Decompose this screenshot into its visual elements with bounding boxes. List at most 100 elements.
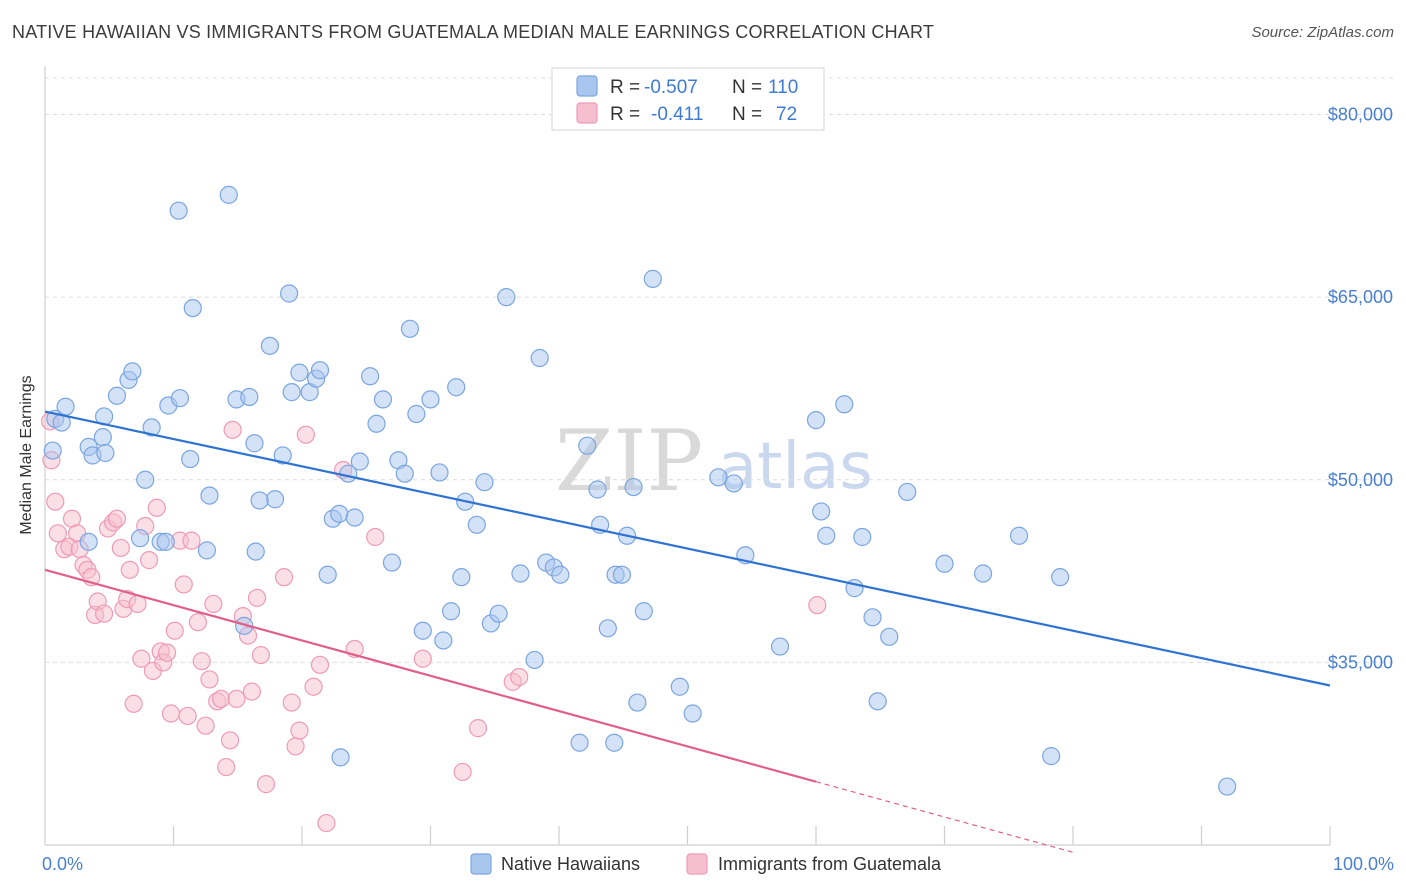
native-hawaiian-point (588, 480, 607, 499)
native-hawaiian-point (245, 434, 264, 453)
stats-r-label-blue: R = (610, 77, 640, 98)
native-hawaiian-point (250, 491, 269, 510)
legend-label-native-hawaiians: Native Hawaiians (501, 854, 640, 874)
guatemala-point (165, 621, 184, 640)
native-hawaiian-point (183, 299, 202, 318)
native-hawaiian-point (219, 185, 238, 204)
native-hawaiian-point (612, 565, 632, 584)
legend-swatch-native-hawaiians (470, 853, 492, 875)
guatemala-point (204, 594, 223, 614)
guatemala-point (124, 694, 143, 713)
guatemala-point (161, 704, 181, 723)
guatemala-point (178, 706, 197, 726)
native-hawaiian-point (170, 389, 190, 408)
native-hawaiian-point (605, 733, 624, 752)
guatemala-point (290, 721, 309, 740)
native-hawaiian-point (973, 564, 993, 583)
guatemala-point (304, 677, 323, 696)
native-hawaiian-point (467, 515, 486, 534)
guatemala-point (46, 492, 65, 511)
native-hawaiian-point (551, 565, 570, 584)
native-hawaiian-points (43, 185, 1237, 796)
guatemala-point (132, 649, 151, 668)
guatemala-point (413, 649, 432, 668)
native-hawaiian-point (817, 526, 836, 545)
native-hawaiian-point (624, 477, 643, 497)
native-hawaiian-point (169, 201, 188, 220)
native-hawaiian-point (79, 532, 98, 551)
native-hawaiian-point (578, 436, 597, 455)
native-hawaiian-point (373, 390, 393, 409)
native-hawaiian-point (200, 486, 219, 505)
native-hawaiian-point (1051, 568, 1070, 587)
watermark-atlas: atlas (718, 430, 873, 504)
native-hawaiian-point (570, 733, 589, 752)
native-hawaiian-point (475, 473, 494, 492)
stats-r-value-pink: -0.411 (651, 104, 703, 125)
x-tick-label-min: 0.0% (42, 854, 83, 874)
y-axis-label: Median Male Earnings (18, 375, 35, 534)
stats-r-value-blue: -0.507 (644, 77, 698, 98)
guatemala-point (296, 425, 315, 444)
native-hawaiian-point (407, 404, 426, 424)
native-hawaiian-point (156, 532, 175, 551)
native-hawaiian-point (136, 470, 155, 489)
guatemala-point (223, 420, 242, 439)
native-hawaiian-point (598, 619, 617, 638)
native-hawaiian-point (709, 468, 728, 487)
native-hawaiian-point (330, 504, 349, 523)
guatemala-point (317, 813, 336, 833)
native-hawaiian-point (130, 529, 150, 548)
native-hawaiian-point (1042, 747, 1061, 766)
native-hawaiian-point (1218, 777, 1237, 796)
guatemala-point (95, 604, 114, 623)
guatemala-point (251, 645, 270, 665)
series-legend: Native Hawaiians Immigrants from Guatema… (470, 853, 942, 875)
stats-n-label-blue: N = (732, 77, 762, 98)
native-hawaiian-point (868, 692, 887, 711)
watermark-zip: ZIP (555, 412, 703, 510)
guatemala-point (242, 682, 261, 701)
native-hawaiian-point (489, 604, 508, 623)
native-hawaiian-point (107, 386, 127, 405)
native-hawaiian-point (310, 361, 330, 380)
native-hawaiian-point (96, 443, 115, 463)
chart-source: Source: ZipAtlas.com (1251, 24, 1394, 41)
native-hawaiian-point (367, 414, 386, 433)
guatemala-point (310, 655, 330, 674)
trend-lines (44, 410, 1331, 853)
stats-r-label-pink: R = (610, 104, 640, 125)
native-hawaiian-point (880, 627, 899, 646)
legend-swatch-guatemala (686, 853, 708, 875)
native-hawaiian-point (447, 378, 466, 397)
native-hawaiian-point (382, 553, 402, 572)
native-hawaiian-point (525, 650, 544, 670)
stats-n-value-pink: 72 (776, 104, 797, 125)
guatemala-point (196, 716, 215, 735)
guatemala-point (107, 509, 127, 528)
chart-title: NATIVE HAWAIIAN VS IMMIGRANTS FROM GUATE… (12, 22, 935, 42)
native-hawaiian-point (770, 637, 790, 656)
native-hawaiian-point (441, 602, 461, 621)
guatemala-point (111, 538, 130, 558)
native-hawaiian-point (806, 411, 826, 430)
y-tick-label: $65,000 (1328, 287, 1393, 307)
native-hawaiian-point (273, 446, 292, 465)
native-hawaiian-point (181, 449, 200, 469)
native-hawaiian-point (290, 363, 309, 382)
native-hawaiian-point (142, 418, 161, 437)
native-hawaiian-point (628, 693, 647, 712)
native-hawaiian-point (1009, 526, 1029, 545)
guatemala-point (192, 652, 211, 671)
guatemala-point (157, 643, 177, 662)
guatemala-point (139, 551, 159, 570)
guatemala-point (174, 575, 193, 594)
y-tick-label: $50,000 (1328, 470, 1393, 490)
guatemala-trend-line (44, 568, 817, 783)
guatemala-point (120, 560, 139, 579)
native-hawaiian-point (434, 631, 453, 650)
guatemala-point (188, 613, 208, 632)
guatemala-point (200, 670, 219, 689)
native-hawaiian-point (361, 367, 380, 386)
